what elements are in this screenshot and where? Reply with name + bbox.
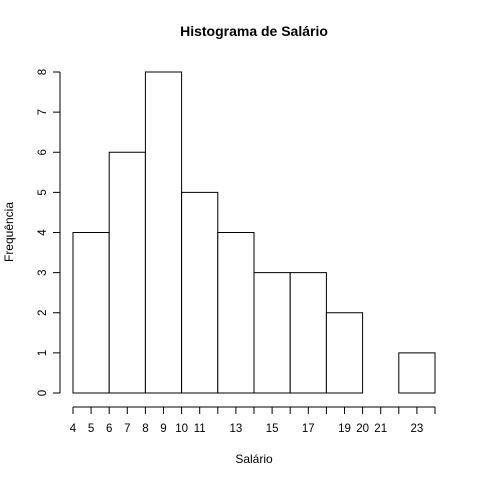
chart-title: Histograma de Salário (180, 23, 328, 39)
x-tick-label: 4 (70, 423, 77, 435)
histogram-bars (72, 71, 436, 394)
y-tick-label: 7 (37, 109, 49, 115)
y-tick-label: 0 (37, 390, 49, 396)
x-tick-label: 23 (411, 423, 424, 435)
x-tick-label: 15 (266, 423, 279, 435)
y-tick-label: 1 (37, 350, 49, 356)
y-tick-label: 6 (37, 149, 49, 155)
x-tick-label: 20 (356, 423, 369, 435)
y-tick-label: 4 (37, 229, 49, 236)
x-tick-label: 13 (230, 423, 243, 435)
y-tick-label: 8 (37, 69, 49, 75)
x-tick-label: 7 (124, 423, 130, 435)
x-tick-label: 19 (338, 423, 351, 435)
x-tick-label: 10 (175, 423, 188, 435)
x-tick-label: 6 (106, 423, 112, 435)
y-axis-label: Frequência (2, 202, 16, 262)
histogram-bar (253, 272, 291, 394)
x-tick-label: 5 (88, 423, 94, 435)
histogram-bar (217, 232, 255, 394)
histogram-bar (325, 312, 364, 394)
x-tick-label: 21 (374, 423, 387, 435)
histogram-bar (289, 272, 327, 394)
histogram-bar (72, 232, 110, 394)
histogram-bar (144, 71, 183, 394)
histogram-bar (181, 191, 219, 394)
histogram-bar (398, 352, 436, 394)
x-axis-label: Salário (235, 452, 273, 466)
x-tick-label: 8 (142, 423, 148, 435)
y-tick-label: 5 (37, 189, 49, 195)
y-tick-label: 3 (37, 269, 49, 275)
x-tick-label: 17 (302, 423, 315, 435)
x-axis: 4 5 6 7 8 9 10 11 13 15 17 19 20 21 23 (70, 406, 436, 435)
x-tick-label: 11 (194, 423, 206, 435)
x-tick-label: 9 (160, 423, 166, 435)
y-tick-label: 2 (37, 310, 49, 316)
y-axis: 0 1 2 3 4 5 6 7 8 (37, 69, 61, 396)
histogram-bar (108, 151, 146, 394)
